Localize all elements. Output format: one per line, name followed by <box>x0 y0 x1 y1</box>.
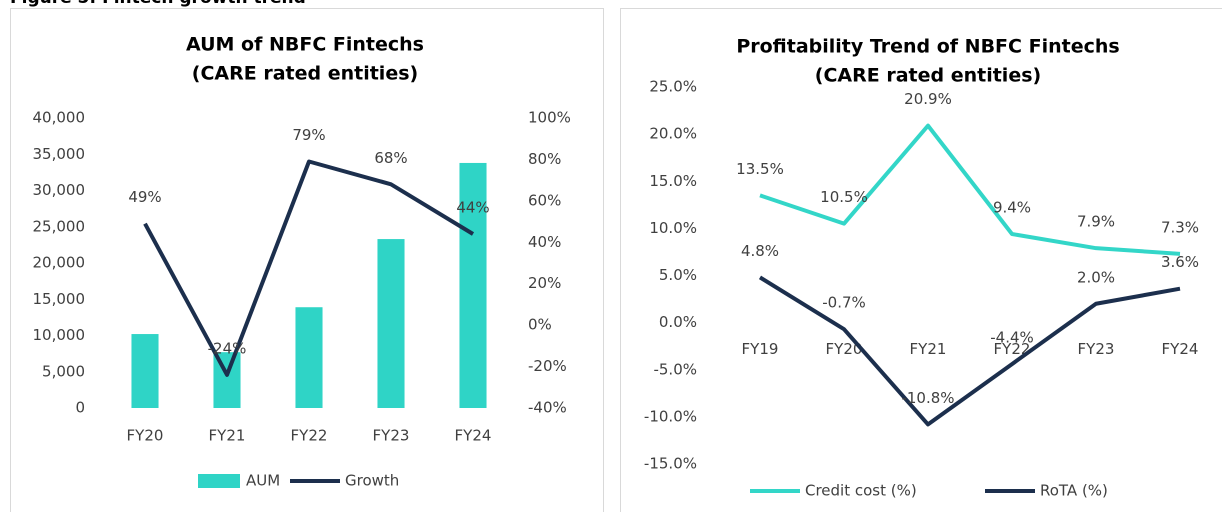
chart-frame <box>620 8 1222 512</box>
data-label: 2.0% <box>1077 268 1115 286</box>
y-tick-label: 5,000 <box>42 362 85 380</box>
bar <box>295 307 323 408</box>
y2-tick-label: 20% <box>528 274 561 292</box>
data-label: 7.3% <box>1161 218 1199 236</box>
line <box>759 123 1181 256</box>
legend-label: AUM <box>246 472 280 490</box>
figure-title: Figure 5: Fintech growth trend <box>10 0 306 8</box>
data-label: -10.8% <box>901 389 954 407</box>
x-tick-label: FY20 <box>826 340 863 358</box>
y-tick-label: 15.0% <box>649 172 697 190</box>
line <box>758 275 1181 427</box>
y2-tick-label: -40% <box>528 399 567 417</box>
data-label: 68% <box>374 149 407 167</box>
x-tick-label: FY24 <box>455 427 492 445</box>
legend-label: Growth <box>345 472 399 490</box>
bar <box>459 162 487 408</box>
y-tick-label: 10.0% <box>649 219 697 237</box>
x-tick-label: FY21 <box>910 340 947 358</box>
chart-title: (CARE rated entities) <box>815 65 1041 87</box>
y2-tick-label: -20% <box>528 357 567 375</box>
line <box>143 159 475 377</box>
y-tick-label: 20,000 <box>33 254 86 272</box>
data-label: 7.9% <box>1077 213 1115 231</box>
data-label: 9.4% <box>993 199 1031 217</box>
data-label: 20.9% <box>904 90 952 108</box>
chart-title: AUM of NBFC Fintechs <box>186 34 424 56</box>
y-tick-label: 25.0% <box>649 78 697 96</box>
y-tick-label: 5.0% <box>659 266 697 284</box>
y-tick-label: 30,000 <box>33 181 86 199</box>
y-tick-label: -15.0% <box>644 455 697 473</box>
x-tick-label: FY20 <box>127 427 164 445</box>
data-label: -4.4% <box>990 329 1034 347</box>
data-label: 4.8% <box>741 242 779 260</box>
bar <box>377 239 405 408</box>
data-label: 10.5% <box>820 188 868 206</box>
y-tick-label: -5.0% <box>653 360 697 378</box>
y-tick-label: 0.0% <box>659 313 697 331</box>
data-label: -24% <box>208 339 247 357</box>
x-tick-label: FY23 <box>1078 340 1115 358</box>
x-tick-label: FY22 <box>291 427 328 445</box>
y2-tick-label: 40% <box>528 233 561 251</box>
legend-swatch <box>198 474 240 488</box>
y2-tick-label: 0% <box>528 316 552 334</box>
legend-label: RoTA (%) <box>1040 482 1108 500</box>
data-label: 44% <box>456 199 489 217</box>
y-tick-label: 20.0% <box>649 125 697 143</box>
bar <box>131 334 159 408</box>
y-tick-label: 10,000 <box>33 326 86 344</box>
chart-title: (CARE rated entities) <box>192 63 418 85</box>
chart-frame <box>10 8 604 512</box>
y-tick-label: 40,000 <box>33 109 86 127</box>
chart-title: Profitability Trend of NBFC Fintechs <box>736 36 1119 58</box>
y2-tick-label: 100% <box>528 109 571 127</box>
y-tick-label: 0 <box>75 399 85 417</box>
x-tick-label: FY21 <box>209 427 246 445</box>
x-tick-label: FY23 <box>373 427 410 445</box>
data-label: 79% <box>292 126 325 144</box>
x-tick-label: FY24 <box>1162 340 1199 358</box>
y-tick-label: 35,000 <box>33 145 86 163</box>
data-label: 3.6% <box>1161 253 1199 271</box>
y2-tick-label: 80% <box>528 150 561 168</box>
x-tick-label: FY19 <box>742 340 779 358</box>
y-tick-label: -10.0% <box>644 407 697 425</box>
y-tick-label: 25,000 <box>33 217 86 235</box>
data-label: 13.5% <box>736 160 784 178</box>
legend-label: Credit cost (%) <box>805 482 917 500</box>
data-label: 49% <box>128 188 161 206</box>
x-tick-label: FY22 <box>994 340 1031 358</box>
data-label: -0.7% <box>822 294 866 312</box>
y-tick-label: 15,000 <box>33 290 86 308</box>
y2-tick-label: 60% <box>528 191 561 209</box>
